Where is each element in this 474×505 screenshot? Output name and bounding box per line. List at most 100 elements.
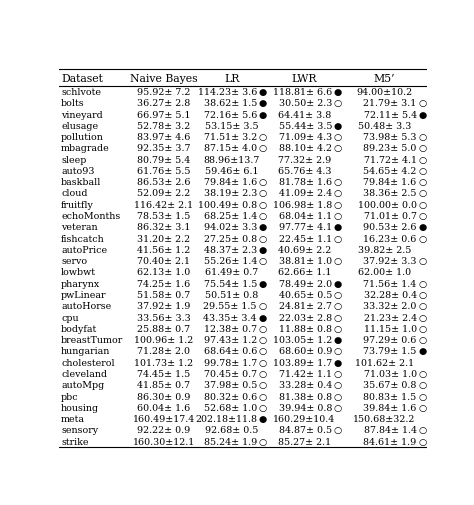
Text: ○: ○ (418, 167, 427, 176)
Text: housing: housing (61, 403, 99, 412)
Text: ●: ● (258, 99, 266, 108)
Text: 41.56± 1.2: 41.56± 1.2 (137, 245, 191, 255)
Text: 118.81± 6.6: 118.81± 6.6 (273, 88, 332, 97)
Text: 37.92± 1.9: 37.92± 1.9 (137, 301, 191, 311)
Text: 85.27± 2.1: 85.27± 2.1 (278, 437, 331, 446)
Text: 77.32± 2.9: 77.32± 2.9 (278, 156, 331, 164)
Text: 103.05± 1.2: 103.05± 1.2 (273, 335, 332, 344)
Text: Dataset: Dataset (61, 74, 103, 83)
Text: 33.28± 0.4: 33.28± 0.4 (279, 381, 332, 389)
Text: 87.84± 1.4: 87.84± 1.4 (364, 426, 417, 434)
Text: ○: ○ (334, 178, 342, 187)
Text: 22.03± 2.8: 22.03± 2.8 (279, 313, 332, 322)
Text: ●: ● (334, 122, 342, 131)
Text: ○: ○ (418, 133, 427, 142)
Text: ○: ○ (334, 313, 342, 322)
Text: 80.32± 0.6: 80.32± 0.6 (204, 392, 257, 401)
Text: 114.23± 3.6: 114.23± 3.6 (198, 88, 257, 97)
Text: 52.78± 3.2: 52.78± 3.2 (137, 122, 191, 131)
Text: 62.66± 1.1: 62.66± 1.1 (278, 268, 331, 277)
Text: M5’: M5’ (374, 74, 395, 83)
Text: veteran: veteran (61, 223, 98, 232)
Text: ○: ○ (418, 403, 427, 412)
Text: 53.15± 3.5: 53.15± 3.5 (205, 122, 259, 131)
Text: 21.79± 3.1: 21.79± 3.1 (364, 99, 417, 108)
Text: 29.55± 1.5: 29.55± 1.5 (203, 301, 257, 311)
Text: 68.04± 1.1: 68.04± 1.1 (279, 212, 332, 221)
Text: ○: ○ (258, 301, 266, 311)
Text: ○: ○ (334, 144, 342, 153)
Text: autoMpg: autoMpg (61, 381, 104, 389)
Text: ○: ○ (418, 335, 427, 344)
Text: 12.38± 0.7: 12.38± 0.7 (204, 324, 257, 333)
Text: ○: ○ (258, 133, 266, 142)
Text: 72.11± 5.4: 72.11± 5.4 (364, 110, 417, 119)
Text: auto93: auto93 (61, 167, 95, 176)
Text: bolts: bolts (61, 99, 85, 108)
Text: 92.22± 0.9: 92.22± 0.9 (137, 426, 191, 434)
Text: autoPrice: autoPrice (61, 245, 107, 255)
Text: 97.29± 0.6: 97.29± 0.6 (363, 335, 417, 344)
Text: 40.65± 0.5: 40.65± 0.5 (279, 290, 332, 299)
Text: ○: ○ (418, 392, 427, 401)
Text: 50.48± 3.3: 50.48± 3.3 (358, 122, 411, 131)
Text: 99.78± 1.7: 99.78± 1.7 (204, 358, 257, 367)
Text: ○: ○ (258, 369, 266, 378)
Text: 92.35± 3.7: 92.35± 3.7 (137, 144, 191, 153)
Text: 100.49± 0.8: 100.49± 0.8 (198, 200, 257, 210)
Text: 101.62± 2.1: 101.62± 2.1 (355, 358, 414, 367)
Text: ○: ○ (418, 279, 427, 288)
Text: ○: ○ (418, 381, 427, 389)
Text: ○: ○ (418, 437, 427, 446)
Text: ○: ○ (418, 426, 427, 434)
Text: ○: ○ (334, 189, 342, 198)
Text: 90.53± 2.6: 90.53± 2.6 (363, 223, 417, 232)
Text: schlvote: schlvote (61, 88, 101, 97)
Text: ○: ○ (334, 324, 342, 333)
Text: ○: ○ (258, 358, 266, 367)
Text: 68.60± 0.9: 68.60± 0.9 (279, 347, 332, 356)
Text: 38.81± 1.0: 38.81± 1.0 (279, 257, 332, 266)
Text: 78.53± 1.5: 78.53± 1.5 (137, 212, 191, 221)
Text: ●: ● (334, 335, 342, 344)
Text: 81.38± 0.8: 81.38± 0.8 (279, 392, 332, 401)
Text: ●: ● (334, 279, 342, 288)
Text: 50.51± 0.8: 50.51± 0.8 (205, 290, 258, 299)
Text: LWR: LWR (292, 74, 317, 83)
Text: ○: ○ (258, 347, 266, 356)
Text: meta: meta (61, 414, 85, 423)
Text: cholesterol: cholesterol (61, 358, 115, 367)
Text: ●: ● (418, 110, 427, 119)
Text: 65.76± 4.3: 65.76± 4.3 (278, 167, 331, 176)
Text: 55.44± 3.5: 55.44± 3.5 (279, 122, 332, 131)
Text: 30.50± 2.3: 30.50± 2.3 (279, 99, 332, 108)
Text: 71.42± 1.1: 71.42± 1.1 (279, 369, 332, 378)
Text: ○: ○ (418, 301, 427, 311)
Text: 21.23± 2.4: 21.23± 2.4 (364, 313, 417, 322)
Text: 71.09± 4.3: 71.09± 4.3 (279, 133, 332, 142)
Text: fruitfly: fruitfly (61, 200, 94, 210)
Text: strike: strike (61, 437, 89, 446)
Text: 48.37± 2.3: 48.37± 2.3 (204, 245, 257, 255)
Text: ○: ○ (418, 212, 427, 221)
Text: 160.29±10.4: 160.29±10.4 (273, 414, 336, 423)
Text: ○: ○ (418, 369, 427, 378)
Text: 81.78± 1.6: 81.78± 1.6 (279, 178, 332, 187)
Text: ○: ○ (334, 257, 342, 266)
Text: 83.97± 4.6: 83.97± 4.6 (137, 133, 191, 142)
Text: lowbwt: lowbwt (61, 268, 96, 277)
Text: ○: ○ (418, 144, 427, 153)
Text: bodyfat: bodyfat (61, 324, 97, 333)
Text: ○: ○ (418, 257, 427, 266)
Text: ○: ○ (418, 99, 427, 108)
Text: LR: LR (224, 74, 239, 83)
Text: 86.53± 2.6: 86.53± 2.6 (137, 178, 191, 187)
Text: 100.96± 1.2: 100.96± 1.2 (134, 335, 193, 344)
Text: 78.49± 2.0: 78.49± 2.0 (279, 279, 332, 288)
Text: ○: ○ (258, 324, 266, 333)
Text: 70.45± 0.7: 70.45± 0.7 (204, 369, 257, 378)
Text: ○: ○ (258, 189, 266, 198)
Text: 88.96±13.7: 88.96±13.7 (204, 156, 260, 164)
Text: 36.27± 2.8: 36.27± 2.8 (137, 99, 191, 108)
Text: 72.16± 5.6: 72.16± 5.6 (203, 110, 257, 119)
